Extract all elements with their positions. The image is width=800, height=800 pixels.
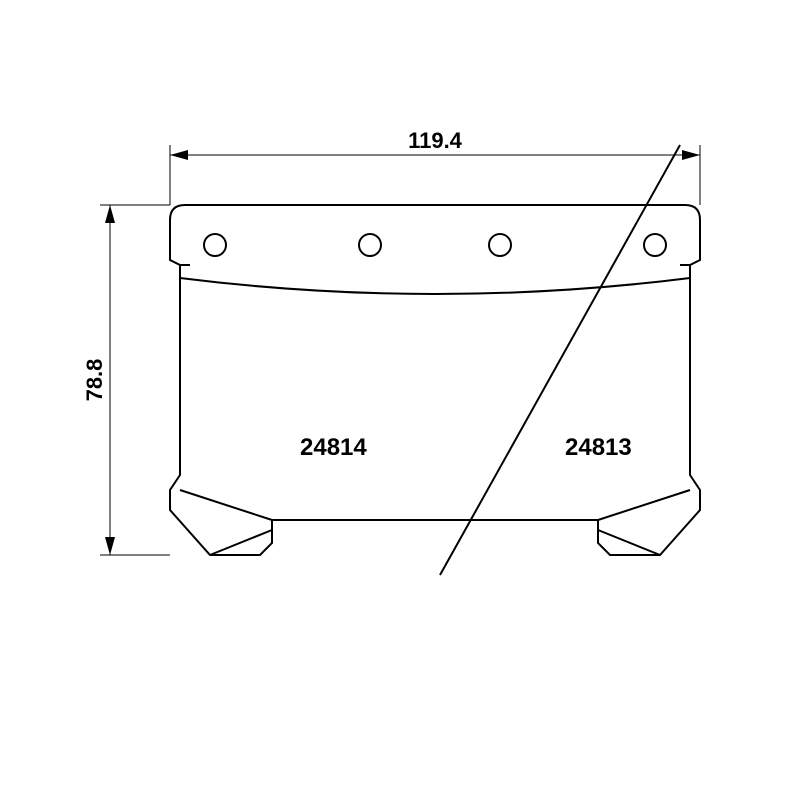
hole-1: [204, 234, 226, 256]
dim-width-arrow-right: [682, 150, 700, 160]
bottom-detail-left: [180, 490, 272, 520]
bottom-detail-right: [598, 490, 690, 520]
hole-4: [644, 234, 666, 256]
outer-profile: [170, 205, 700, 555]
brake-pad-drawing: 119.4 78.8 24814 24813: [0, 0, 800, 800]
dimension-height: 78.8: [82, 205, 170, 555]
dimension-width: 119.4: [170, 128, 700, 205]
diagonal-divider: [440, 145, 680, 575]
part-right-label: 24813: [565, 434, 632, 461]
part-outline: [170, 205, 700, 555]
part-left-label: 24814: [300, 434, 367, 461]
holes: [204, 234, 666, 256]
dim-height-label: 78.8: [82, 359, 107, 402]
dim-height-arrow-top: [105, 205, 115, 223]
hole-3: [489, 234, 511, 256]
dim-height-arrow-bottom: [105, 537, 115, 555]
dim-width-arrow-left: [170, 150, 188, 160]
inner-top-arc: [180, 278, 690, 294]
hole-2: [359, 234, 381, 256]
dim-width-label: 119.4: [408, 128, 463, 153]
